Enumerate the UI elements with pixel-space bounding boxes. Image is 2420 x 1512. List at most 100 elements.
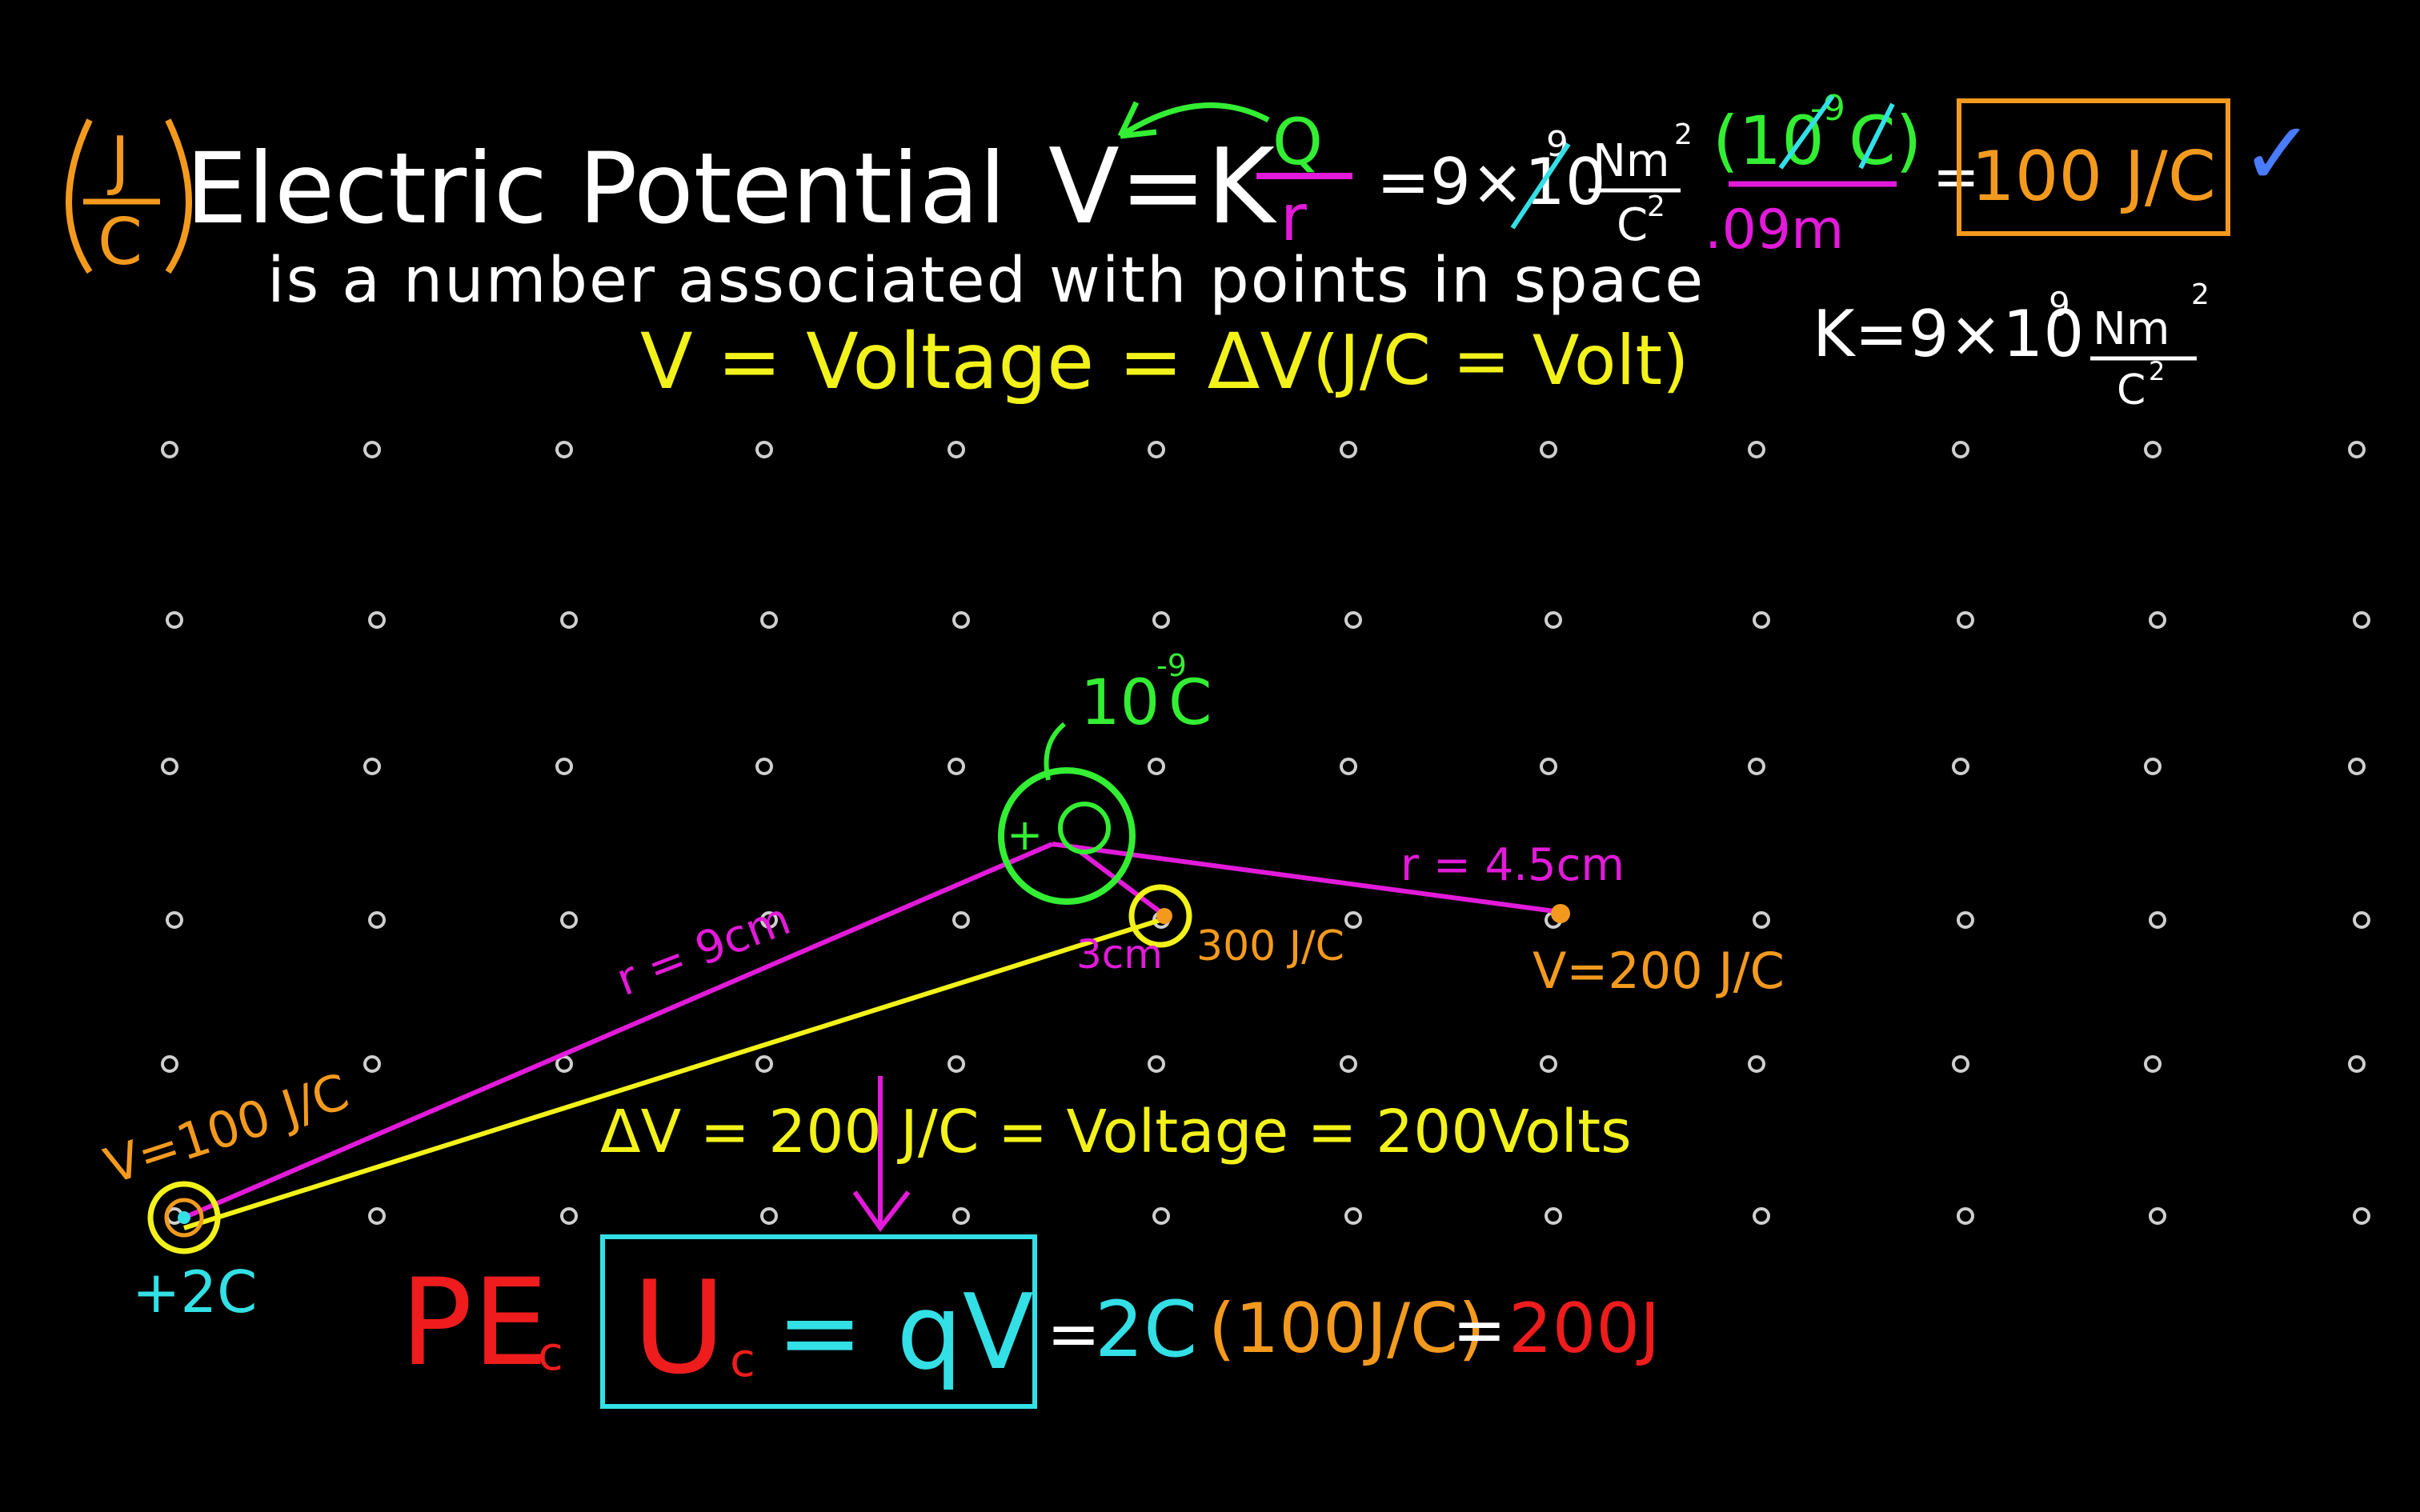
grid-dot	[166, 911, 183, 929]
grid-dot	[760, 1207, 778, 1225]
voltage-definition: V = Voltage = ΔV	[640, 317, 1312, 406]
grid-dot	[2144, 441, 2162, 458]
grid-dot	[2144, 758, 2162, 775]
substitution-k: =9×10	[1376, 145, 1606, 219]
source-charge-outer	[998, 767, 1136, 905]
grid-dot	[1957, 611, 1974, 629]
cancel-slash-3	[1858, 102, 1895, 170]
grid-dot	[555, 1055, 573, 1073]
result-box	[1957, 98, 2230, 236]
left-charge-dot	[178, 1211, 190, 1224]
grid-dot	[1148, 1055, 1165, 1073]
charge-label: 10	[1080, 667, 1160, 739]
calc-potential: (100J/C)	[1208, 1289, 1485, 1369]
grid-dot	[2348, 758, 2366, 775]
calc-equals: =	[1047, 1297, 1100, 1371]
grid-dot	[1753, 611, 1770, 629]
sub-units-exp: 2	[1674, 118, 1693, 151]
grid-dot	[555, 758, 573, 775]
sub-units-den-exp: 2	[1647, 190, 1665, 223]
grid-dot	[2149, 611, 2166, 629]
potential-formula: V=K Q r =9×10 9 Nm 2 C 2 (10 -9 C) .09m …	[1048, 88, 2314, 262]
grid-dot	[161, 441, 178, 458]
left-paren	[66, 118, 93, 274]
near-point-ring	[1128, 884, 1192, 948]
cancel-slash	[1510, 142, 1571, 230]
grid-dot	[2353, 1207, 2370, 1225]
grid-dot	[1540, 758, 1557, 775]
qv-label: = qV	[776, 1271, 1034, 1393]
grid-dot	[368, 1207, 386, 1225]
u-label: U	[632, 1253, 726, 1402]
formula-equals: =	[1933, 144, 1980, 210]
calc-result: 200J	[1508, 1289, 1661, 1369]
grid-dot	[166, 611, 183, 629]
grid-dot	[2144, 1055, 2162, 1073]
grid-dot	[1748, 1055, 1765, 1073]
grid-dot	[161, 1055, 178, 1073]
grid-dot	[2353, 611, 2370, 629]
grid-dot	[1748, 758, 1765, 775]
grid-dot	[1152, 1207, 1170, 1225]
near-point: 3cm 300 J/C	[1076, 884, 1344, 978]
result-value: 100 J/C	[1971, 137, 2216, 217]
grid-dot	[1952, 758, 1969, 775]
charge-label-exp: -9	[1156, 648, 1187, 683]
far-point: r = 4.5cm V=200 J/C	[1400, 839, 1785, 1000]
grid-dot	[1748, 441, 1765, 458]
delta-v-text: ΔV = 200 J/C = Voltage = 200Volts	[600, 1098, 1632, 1166]
grid-dot	[161, 758, 178, 775]
formula-v-equals-k: V=K	[1048, 126, 1277, 247]
grid-dot	[760, 911, 778, 929]
near-point-dot	[1156, 908, 1172, 924]
grid-dot	[952, 1207, 970, 1225]
k-value: K=9×10	[1813, 297, 2084, 371]
grid-dot	[948, 1055, 965, 1073]
grid-dot	[755, 441, 773, 458]
charge-label-unit: C	[1168, 667, 1212, 739]
sub-units-num: Nm	[1593, 135, 1669, 187]
swap-arrow	[1119, 102, 1270, 138]
grid-dot	[2149, 911, 2166, 929]
grid-dot	[1540, 1055, 1557, 1073]
left-charge-inner	[164, 1198, 204, 1238]
far-point-dot	[1551, 904, 1570, 923]
grid-dot	[2149, 1207, 2166, 1225]
energy-box	[600, 1234, 1037, 1409]
energy-equation: PE c U c = qV = 2C (100J/C) = 200J	[400, 1234, 1661, 1409]
unit-numerator: J	[106, 123, 130, 198]
r-near-label: 3cm	[1076, 931, 1163, 978]
grid-dot	[948, 441, 965, 458]
grid-dot	[1340, 758, 1357, 775]
grid-dot	[948, 758, 965, 775]
distance-denominator: .09m	[1705, 198, 1844, 262]
pe-subscript: c	[538, 1326, 563, 1381]
source-charge-sign: +	[1007, 810, 1043, 860]
grid-dot	[2348, 441, 2366, 458]
r-far-label: r = 4.5cm	[1400, 839, 1625, 891]
k-units-den-exp: 2	[2149, 356, 2165, 386]
source-charge: + 10 -9 C	[998, 648, 1212, 905]
grid-dot	[755, 758, 773, 775]
down-arrow-head	[852, 1190, 911, 1233]
grid-dot	[363, 441, 381, 458]
k-units-num: Nm	[2093, 303, 2170, 355]
grid-dot	[1340, 1055, 1357, 1073]
k-constant: K=9×10 9 Nm 2 C 2	[1813, 278, 2210, 414]
grid-dot	[1952, 441, 1969, 458]
grid-dot	[2353, 911, 2370, 929]
k-units-exp: 2	[2191, 278, 2210, 311]
pe-label: PE	[400, 1254, 548, 1393]
grid-dot	[1957, 911, 1974, 929]
calc-result-equals: =	[1452, 1293, 1506, 1367]
grid-dot	[560, 1207, 578, 1225]
grid-dot	[1545, 611, 1562, 629]
line-delta-v	[183, 918, 1161, 1230]
grid-dot	[1152, 611, 1170, 629]
grid-dot	[755, 1055, 773, 1073]
grid-dot	[952, 611, 970, 629]
k-exponent: 9	[2049, 285, 2070, 324]
grid-dot	[1344, 611, 1362, 629]
